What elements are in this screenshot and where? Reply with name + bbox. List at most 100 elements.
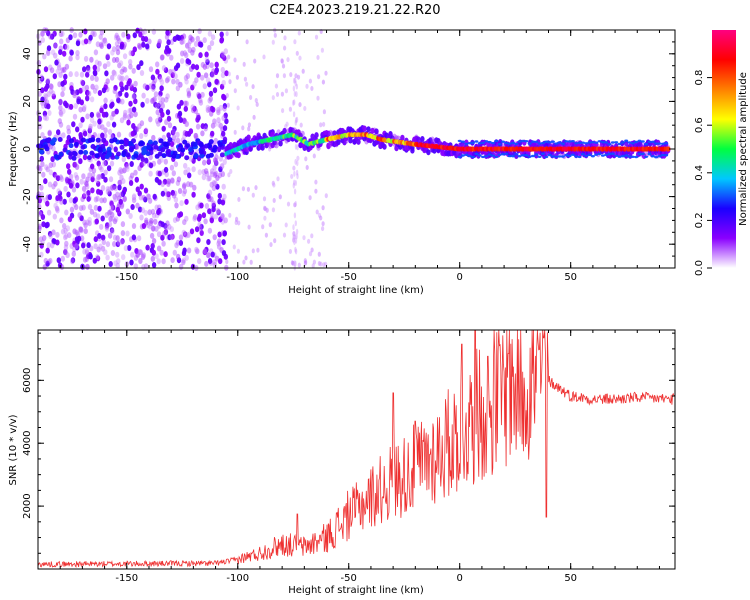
spectrogram-noise-cell: [160, 97, 165, 104]
spectrogram-halo-cell: [260, 144, 265, 151]
spectrogram-noise-cell: [242, 259, 246, 265]
spectrogram-noise-cell: [121, 156, 127, 163]
spectrogram-noise-cell: [60, 67, 65, 74]
spectrogram-noise-cell: [55, 195, 60, 202]
spectrogram-noise-cell: [174, 202, 179, 209]
spectrogram-halo-cell: [634, 155, 639, 159]
spectrogram-halo-cell: [457, 139, 462, 143]
spectrogram-noise-cell: [42, 114, 48, 121]
spectrogram-noise-cell: [324, 70, 328, 76]
spectrogram-noise-cell: [185, 42, 190, 49]
spectrogram-noise-cell: [222, 230, 227, 237]
spectrogram-noise-cell: [55, 68, 60, 75]
spectrogram-halo-cell: [511, 155, 515, 158]
spectrogram-noise-cell: [85, 176, 90, 183]
snr-background: [38, 330, 675, 569]
spectrogram-noise-cell: [204, 203, 210, 209]
spectrogram-noise-cell: [112, 234, 118, 241]
spectrogram-noise-cell: [286, 201, 291, 207]
spectrogram-halo-cell: [577, 141, 582, 144]
spectrogram-noise-cell: [59, 38, 64, 45]
spectrogram-noise-cell: [172, 36, 177, 42]
spectrogram-noise-cell: [203, 72, 209, 79]
spectrogram-noise-cell: [206, 239, 211, 245]
spectrogram-halo-cell: [587, 153, 592, 156]
spectrogram-noise-cell: [58, 109, 63, 116]
spectrogram-noise-cell: [316, 95, 320, 101]
spectrogram-noise-cell: [223, 48, 228, 55]
spectrogram-noise-cell: [57, 190, 63, 197]
spectrogram-noise-cell: [185, 73, 190, 80]
spectrogram-noise-cell: [317, 261, 321, 266]
spectrogram-noise-cell: [118, 191, 124, 198]
spectrogram-noise-cell: [143, 128, 148, 135]
spectrogram-halo-cell: [400, 134, 405, 141]
spectrogram-noise-cell: [205, 77, 211, 84]
spectrogram-halo-cell: [590, 141, 595, 144]
spectrogram-noise-cell: [209, 71, 215, 78]
spectrogram-halo-cell: [514, 153, 519, 156]
spectrogram-noise-cell: [321, 79, 325, 85]
spectrogram-noise-cell: [45, 77, 51, 84]
spectrogram-noise-cell: [165, 220, 170, 227]
spectrogram-noise-cell: [322, 121, 326, 127]
spectrogram-halo-cell: [537, 155, 542, 158]
spectrogram-noise-cell: [51, 161, 56, 168]
spectrogram-noise-cell: [181, 33, 187, 40]
colorbar-ticks: 0.0 0.2 0.4 0.6 0.8: [694, 70, 712, 276]
spectrogram-ridge-cell: [665, 146, 671, 152]
spectrogram-halo-cell: [550, 155, 555, 158]
spectrogram-noise-cell: [214, 160, 219, 167]
spectrogram-halo-cell: [491, 141, 495, 145]
spectrogram-noise-cell: [213, 137, 218, 144]
spectrogram-halo-cell: [610, 152, 615, 155]
spectrogram-noise-cell: [137, 44, 143, 50]
spectrogram-noise-cell: [111, 69, 117, 76]
spectrogram-noise-cell: [149, 232, 155, 239]
spectrogram-noise-cell: [189, 35, 194, 42]
spectrogram-noise-cell: [224, 70, 229, 77]
spectrogram-noise-cell: [167, 47, 172, 54]
spectrogram-noise-cell: [206, 157, 212, 164]
spectrogram-noise-cell: [162, 230, 167, 237]
spectrogram-noise-cell: [191, 107, 196, 114]
spectrogram-streak-cell: [292, 234, 295, 241]
spectrogram-noise-cell: [160, 190, 166, 197]
spectrogram-ticks: -150 -100 -50 0 50 -40 -20 0 20 40: [22, 29, 675, 283]
spectrogram-noise-cell: [160, 102, 165, 109]
spectrogram-noise-cell: [75, 40, 81, 47]
spectrogram-noise-cell: [99, 197, 104, 204]
spectrogram-noise-cell: [145, 43, 150, 50]
spectrogram-noise-cell: [90, 172, 96, 179]
spectrogram-noise-cell: [81, 204, 86, 211]
spectrogram-noise-cell: [128, 180, 134, 186]
spectrogram-noise-cell: [170, 145, 175, 152]
spectrogram-noise-cell: [86, 190, 91, 196]
spectrogram-noise-cell: [122, 196, 127, 203]
spectrogram-noise-cell: [303, 258, 307, 264]
spectrogram-noise-cell: [133, 254, 139, 261]
spectrogram-noise-cell: [190, 104, 195, 111]
spectrogram-noise-cell: [310, 233, 314, 239]
spectrogram-noise-cell: [135, 186, 140, 193]
spectrogram-noise-cell: [122, 167, 127, 174]
spectrogram-y-tick-label: 0: [22, 146, 33, 152]
spectrogram-noise-cell: [220, 66, 225, 73]
spectrogram-band-cell: [95, 137, 101, 143]
spectrogram-noise-cell: [111, 110, 116, 117]
spectrogram-noise-cell: [214, 78, 219, 85]
spectrogram-noise-cell: [129, 161, 134, 167]
spectrogram-halo-cell: [650, 140, 655, 143]
spectrogram-noise-cell: [104, 70, 109, 77]
spectrogram-halo-cell: [487, 140, 492, 144]
spectrogram-noise-cell: [94, 84, 99, 91]
spectrogram-noise-cell: [110, 215, 115, 222]
spectrogram-noise-cell: [85, 219, 90, 226]
spectrogram-halo-cell: [474, 140, 479, 143]
spectrogram-noise-cell: [268, 142, 272, 148]
spectrogram-noise-cell: [63, 244, 69, 251]
spectrogram-noise-cell: [102, 197, 107, 204]
spectrogram-noise-cell: [204, 260, 209, 267]
spectrogram-noise-cell: [85, 64, 91, 71]
spectrogram-noise-cell: [120, 230, 126, 237]
